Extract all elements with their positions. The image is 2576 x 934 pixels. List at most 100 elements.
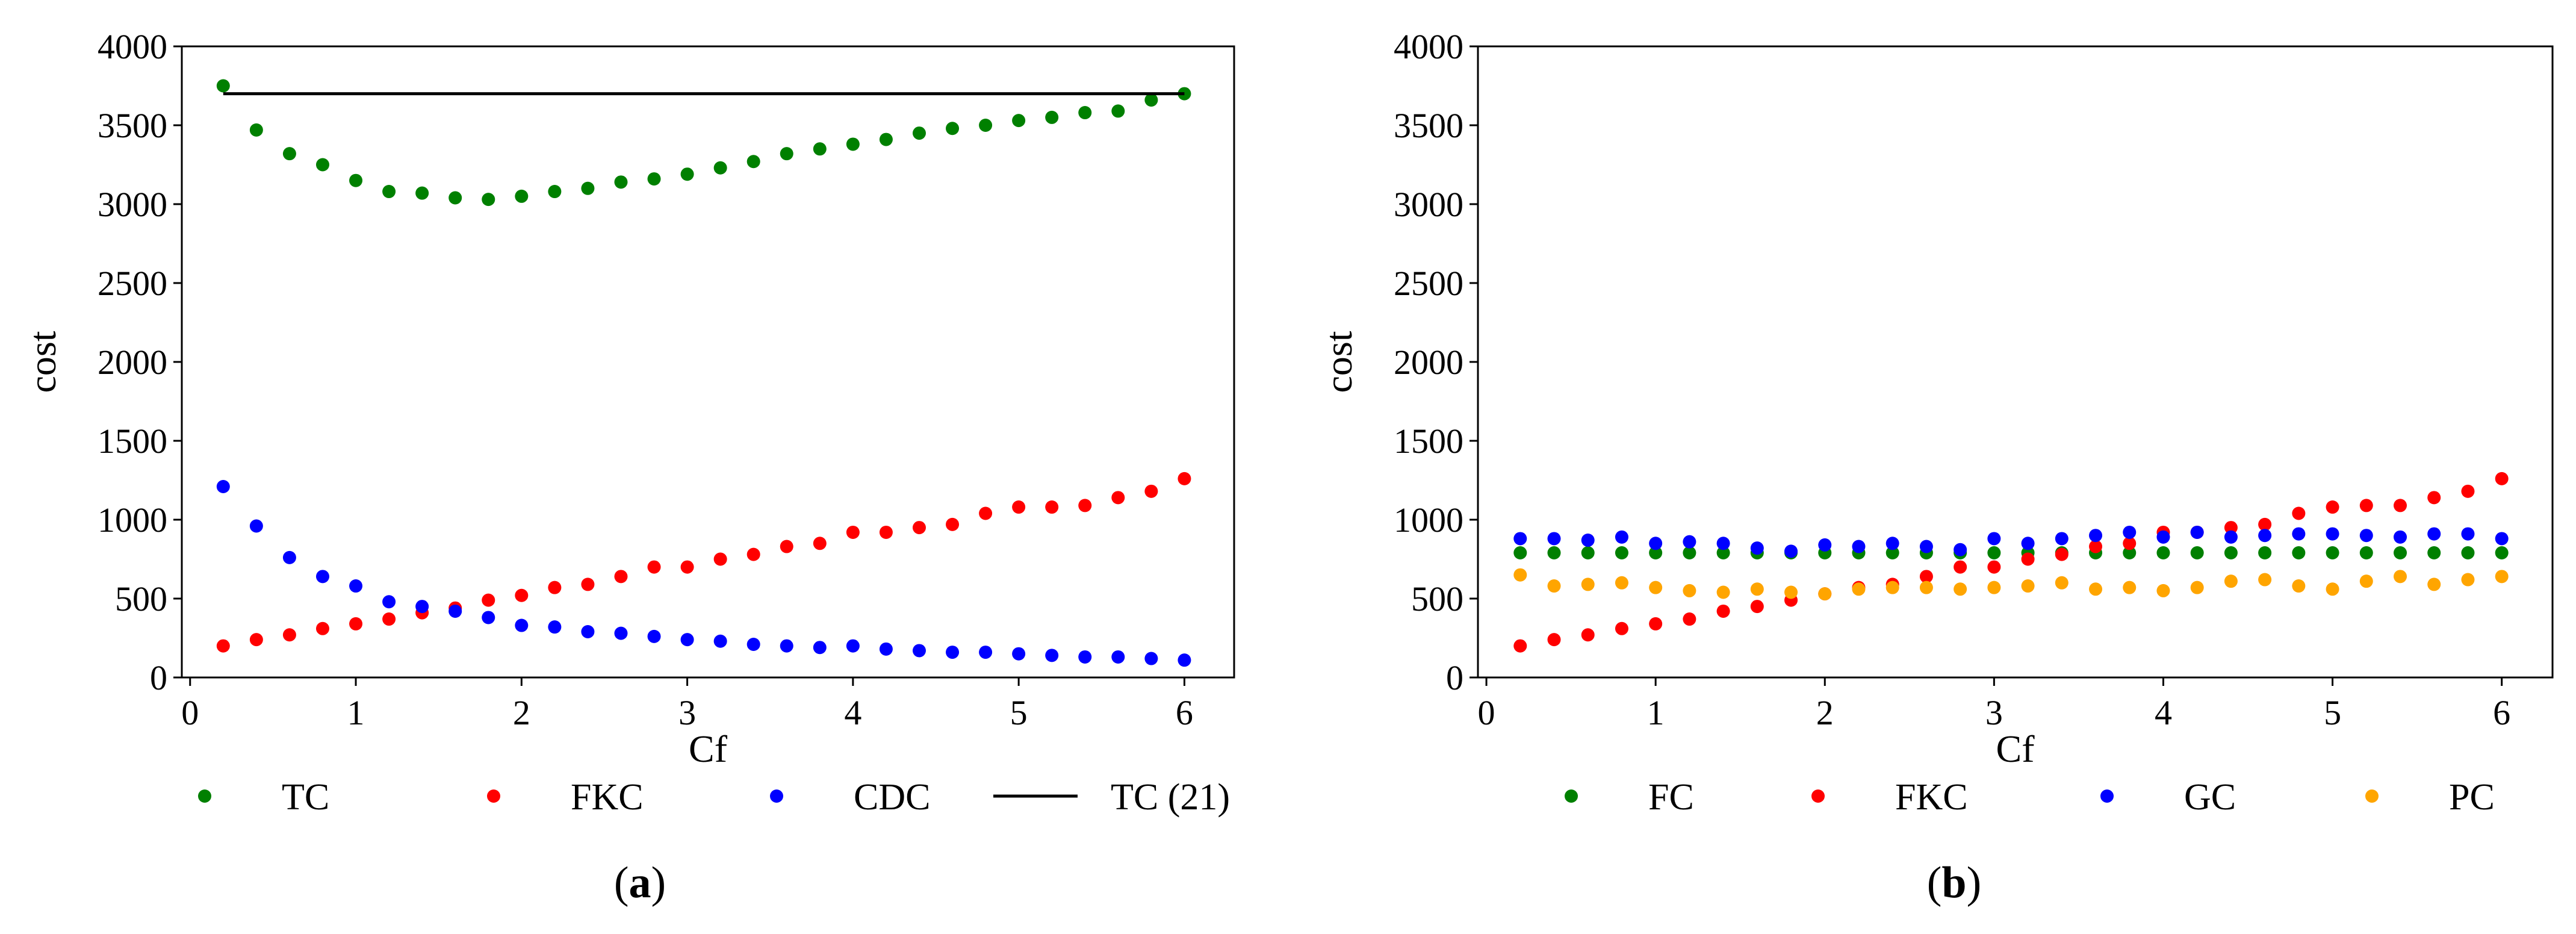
data-point [548,185,562,199]
data-point [946,646,960,659]
data-point [448,604,462,618]
y-axis-label: cost [1317,331,1360,393]
data-point [1818,538,1832,552]
series-tc [216,79,1191,207]
data-point [282,147,296,161]
data-point [2258,529,2272,543]
data-point [482,611,495,624]
series-gc [1513,525,2509,558]
data-point [2292,527,2306,541]
data-point [382,185,396,199]
data-point [1078,650,1092,664]
data-point [1649,546,1663,560]
data-point [2461,484,2475,498]
data-point [249,633,263,647]
data-point [382,612,396,626]
y-tick-label: 3500 [1394,106,1463,145]
data-point [746,637,760,651]
x-tick-label: 6 [2493,693,2510,732]
legend-marker [2100,789,2114,803]
data-point [2123,537,2137,550]
data-point [1954,543,1967,556]
data-point [1716,585,1730,599]
data-point [415,600,429,614]
data-point [979,506,993,520]
caption-letter: a [629,858,651,908]
data-point [515,618,529,632]
data-point [2461,527,2475,541]
data-point [979,119,993,132]
data-point [1885,581,1899,594]
data-point [2123,525,2137,539]
series-pc [1513,568,2509,601]
data-point [1615,576,1628,590]
legend-item: TC (21) [993,777,1230,818]
y-tick-label: 3000 [1394,185,1463,224]
caption-open-paren: ( [614,858,629,908]
data-point [2326,527,2339,541]
data-point [2089,529,2103,543]
data-point [2021,552,2035,566]
data-point [2055,576,2069,590]
data-point [1683,612,1696,626]
data-point [1987,581,2001,594]
data-point [879,642,893,656]
data-point [2089,540,2103,553]
y-tick-label: 2000 [1394,343,1463,382]
data-point [2190,525,2204,539]
legend-marker [2365,789,2379,803]
data-point [2123,546,2137,560]
y-tick-label: 500 [115,579,167,618]
y-tick-label: 2500 [98,264,167,303]
data-point [780,147,793,161]
data-point [2156,530,2170,544]
data-point [1144,652,1158,665]
data-point [713,552,727,566]
legend-marker [487,789,500,803]
data-point [1111,491,1125,505]
data-point [1513,546,1527,560]
data-point [1581,546,1595,560]
data-point [1581,534,1595,547]
data-point [680,633,694,647]
data-point [879,525,893,539]
y-tick-label: 4000 [98,27,167,66]
legend-item: TC [198,777,329,818]
data-point [1547,532,1561,546]
data-point [1649,617,1663,630]
data-point [2326,582,2339,596]
data-point [1683,546,1696,560]
data-point [216,79,230,93]
data-point [2495,546,2509,560]
x-tick-label: 2 [1816,693,1834,732]
data-point [2021,537,2035,550]
x-tick-label: 6 [1176,693,1193,732]
data-point [912,521,926,535]
caption-open-paren: ( [1927,858,1942,908]
data-point [1852,540,1866,553]
data-point [2156,546,2170,560]
data-point [2461,546,2475,560]
data-point [1750,582,1764,596]
data-point [680,560,694,574]
data-point [813,641,827,655]
data-point [1818,587,1832,601]
chart-panel-a: 0 1 2 3 4 5 6 0 500 1000 1500 2000 2500 3000 3500 4000 C… [21,27,1235,908]
data-point [448,191,462,205]
y-tick-label: 1500 [98,422,167,461]
data-point [2156,584,2170,597]
legend-marker [770,789,783,803]
y-tick-label: 3500 [98,106,167,145]
data-point [1987,560,2001,574]
legend-marker [198,789,211,803]
data-point [680,167,694,181]
data-point [2394,570,2407,584]
data-point [2394,546,2407,560]
data-point [2123,581,2137,594]
data-point [1615,621,1628,635]
plot-frame [181,45,1235,679]
data-point [2427,578,2441,591]
caption-letter: b [1941,858,1966,908]
data-point [746,547,760,561]
data-point [780,639,793,653]
